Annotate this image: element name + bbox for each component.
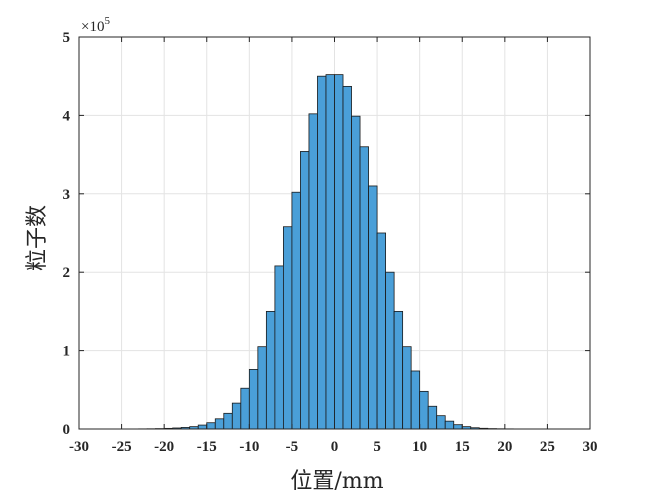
histogram-bar <box>206 422 216 430</box>
histogram-bar <box>282 226 293 430</box>
histogram-bar <box>223 412 233 430</box>
histogram-bar <box>436 415 446 430</box>
x-tick-label: 20 <box>497 439 512 455</box>
x-tick-label: -5 <box>286 439 299 455</box>
y-tick-label: 1 <box>63 344 71 360</box>
y-axis-title: 粒子数 <box>25 205 50 271</box>
histogram-bar <box>342 85 352 430</box>
histogram-bar <box>317 75 327 430</box>
histogram-bar <box>300 151 310 430</box>
x-tick-label: -20 <box>154 439 174 455</box>
histogram-bar <box>376 232 387 430</box>
y-tick-label: 2 <box>63 265 71 281</box>
x-tick-label: 10 <box>412 439 427 455</box>
histogram-bar <box>410 370 421 430</box>
histogram-bar <box>265 310 276 430</box>
y-axis-multiplier-exponent: 5 <box>104 15 110 27</box>
histogram-bar <box>240 387 250 430</box>
y-tick-label: 5 <box>63 30 71 46</box>
histogram-bar <box>385 271 395 430</box>
histogram-bar <box>197 424 208 430</box>
histogram-bar <box>334 74 344 430</box>
ticks <box>78 36 591 430</box>
histogram-bar <box>231 402 242 430</box>
histogram-bar <box>419 390 429 430</box>
histogram-bar <box>393 310 404 430</box>
x-tick-label: -10 <box>239 439 259 455</box>
histogram-bar <box>368 185 378 430</box>
histogram-bar <box>291 191 301 430</box>
y-tick-label: 0 <box>63 422 71 438</box>
histogram-bar <box>402 346 412 430</box>
histogram-bar <box>351 115 361 430</box>
x-tick-label: 15 <box>455 439 470 455</box>
histogram-bar <box>257 346 267 430</box>
histogram-bar <box>359 146 369 430</box>
y-tick-labels: 0 1 2 3 4 5 <box>63 30 71 438</box>
x-tick-label: 30 <box>583 439 598 455</box>
x-tick-label: -15 <box>197 439 217 455</box>
histogram-bar <box>325 74 335 430</box>
x-tick-labels: -30 -25 -20 -15 -10 -5 0 5 10 15 20 25 30 <box>69 439 598 455</box>
y-axis-multiplier-base: ×10 <box>81 19 104 35</box>
histogram-bar <box>248 369 259 430</box>
histogram-bar <box>214 418 225 430</box>
x-tick-label: 25 <box>540 439 555 455</box>
y-tick-label: 3 <box>63 187 71 203</box>
y-axis-multiplier: ×105 <box>81 15 110 35</box>
x-tick-label: 0 <box>331 439 339 455</box>
x-tick-label: -30 <box>69 439 89 455</box>
x-tick-label: -25 <box>112 439 132 455</box>
histogram-bar <box>453 424 463 430</box>
bars <box>129 74 540 430</box>
x-tick-label: 5 <box>373 439 381 455</box>
x-axis-title: 位置/mm <box>290 469 383 494</box>
histogram-bar <box>308 113 318 430</box>
histogram-bar <box>444 420 455 430</box>
y-tick-label: 4 <box>63 108 71 124</box>
histogram-bar <box>274 265 284 430</box>
histogram-bar <box>427 405 438 430</box>
